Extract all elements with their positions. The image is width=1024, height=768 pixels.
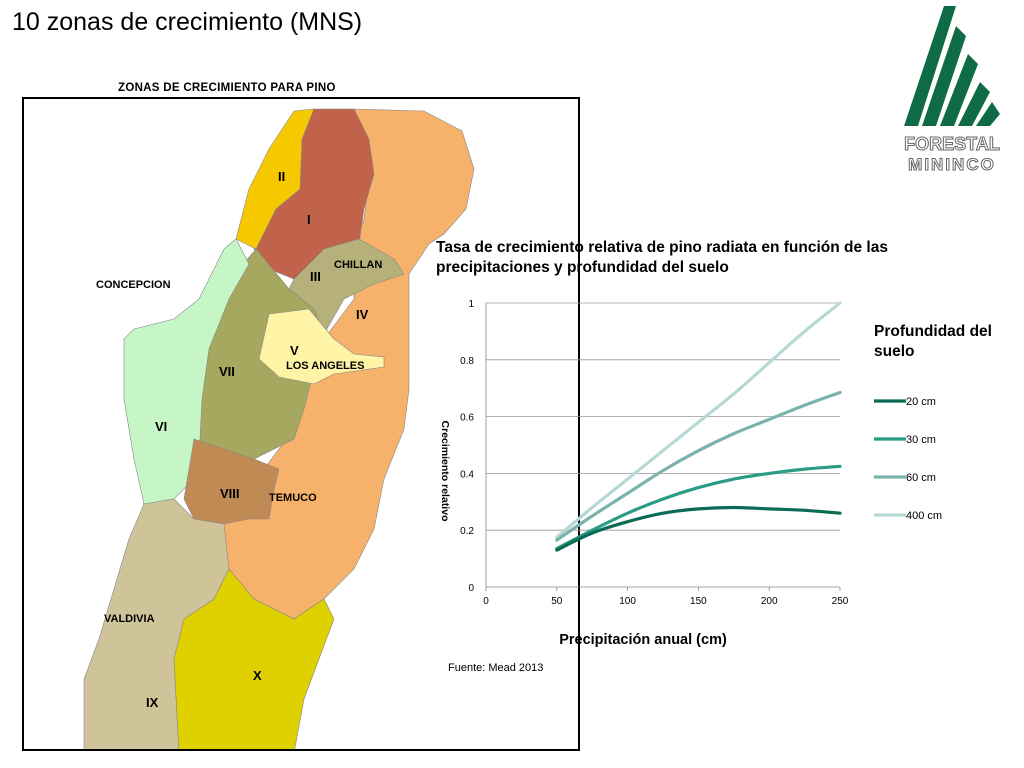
legend-label: 400 cm: [906, 510, 942, 522]
growth-zone-map: I II III IV V VI VII VIII IX X CONCEPCIO…: [22, 97, 580, 751]
zone-viii-area: [183, 438, 280, 525]
legend-label: 20 cm: [906, 396, 936, 408]
series-line-400-cm: [555, 301, 842, 539]
logo-text-forestal: FORESTAL: [904, 134, 1000, 154]
legend-label: 60 cm: [906, 472, 936, 484]
chart-title: Tasa de crecimiento relativa de pino rad…: [436, 239, 888, 276]
zone-label-iii: III: [310, 269, 321, 284]
y-tick-label: 0.2: [460, 526, 474, 537]
zone-label-x: X: [253, 668, 262, 683]
legend-title: Profundidad del suelo: [874, 323, 992, 360]
x-axis-label: Precipitación anual (cm): [559, 632, 727, 648]
zone-label-iv: IV: [356, 307, 369, 322]
y-tick-label: 0.6: [460, 413, 474, 424]
zone-iii-area: [288, 238, 405, 335]
y-tick-label: 1: [468, 299, 474, 310]
source-note: Fuente: Mead 2013: [448, 662, 544, 674]
city-label-chillan: CHILLAN: [334, 259, 382, 271]
y-tick-label: 0: [468, 583, 474, 594]
zone-label-viii: VIII: [220, 486, 240, 501]
zone-v-area: [258, 308, 385, 385]
zone-ii-area: [235, 108, 315, 250]
forestal-mininco-logo: FORESTAL MININCO: [894, 6, 1010, 176]
y-axis-label: Crecimiento relativo: [439, 421, 451, 522]
city-label-temuco: TEMUCO: [269, 492, 317, 504]
x-tick-label: 250: [832, 596, 849, 607]
zone-label-i: I: [307, 212, 311, 227]
zone-label-ii: II: [278, 169, 285, 184]
legend-label: 30 cm: [906, 434, 936, 446]
series-line-60-cm: [555, 390, 842, 542]
zone-label-ix: IX: [146, 695, 159, 710]
zone-label-vii: VII: [219, 364, 235, 379]
x-tick-label: 50: [551, 596, 563, 607]
y-tick-label: 0.8: [460, 356, 474, 367]
x-tick-label: 100: [619, 596, 636, 607]
series-line-30-cm: [555, 464, 842, 551]
city-label-concepcion: CONCEPCION: [96, 279, 171, 291]
zone-label-vi: VI: [155, 419, 167, 434]
city-label-los-angeles: LOS ANGELES: [286, 360, 364, 372]
map-title: ZONAS DE CRECIMIENTO PARA PINO: [118, 82, 336, 94]
y-tick-label: 0.4: [460, 469, 474, 480]
growth-rate-line-chart: 0 0.2 0.4 0.6 0.8 1 0 50 100 150 200 250 Precipitaci…: [439, 299, 942, 648]
x-tick-label: 150: [690, 596, 707, 607]
x-tick-label: 200: [761, 596, 778, 607]
logo-text-mininco: MININCO: [908, 155, 996, 174]
city-label-valdivia: VALDIVIA: [104, 613, 155, 625]
series-line-20-cm: [555, 505, 842, 552]
zone-x-area: [173, 568, 335, 749]
slide-title: 10 zonas de crecimiento (MNS): [12, 8, 363, 36]
x-tick-label: 0: [483, 596, 489, 607]
zone-label-v: V: [290, 343, 299, 358]
